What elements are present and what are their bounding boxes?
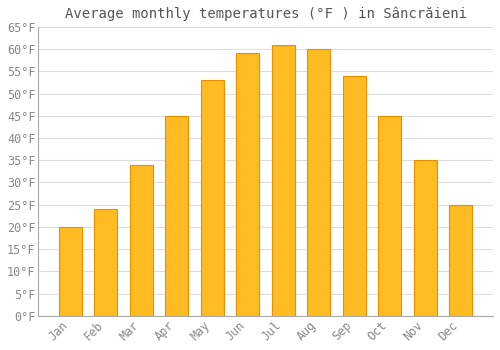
Bar <box>414 160 437 316</box>
Bar <box>236 54 260 316</box>
Bar <box>94 209 118 316</box>
Bar <box>378 116 402 316</box>
Bar <box>201 80 224 316</box>
Bar <box>272 44 295 316</box>
Bar <box>130 165 153 316</box>
Bar <box>450 205 472 316</box>
Title: Average monthly temperatures (°F ) in Sâncrăieni: Average monthly temperatures (°F ) in Sâ… <box>64 7 466 21</box>
Bar <box>166 116 188 316</box>
Bar <box>343 76 366 316</box>
Bar <box>59 227 82 316</box>
Bar <box>308 49 330 316</box>
